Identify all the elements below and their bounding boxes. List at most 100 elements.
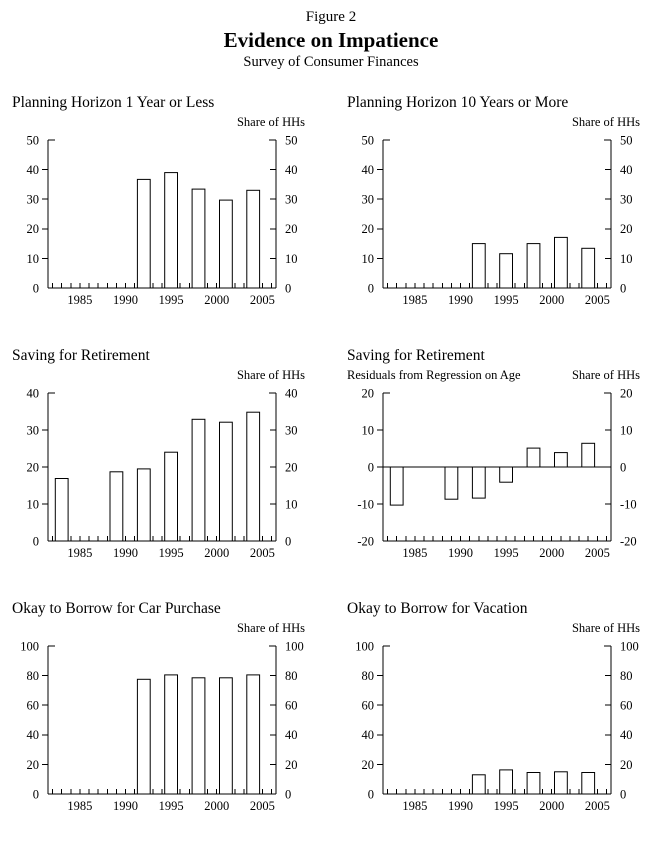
svg-text:1995: 1995 xyxy=(494,799,519,813)
svg-text:0: 0 xyxy=(33,534,39,548)
svg-text:2005: 2005 xyxy=(585,546,610,560)
svg-text:80: 80 xyxy=(285,669,298,683)
panel-title: Okay to Borrow for Car Purchase xyxy=(12,600,221,617)
svg-text:2005: 2005 xyxy=(585,293,610,307)
panel-saving-retirement-residuals: Saving for Retirement Residuals from Reg… xyxy=(347,346,656,565)
svg-text:30: 30 xyxy=(285,193,298,207)
svg-text:100: 100 xyxy=(285,639,304,653)
svg-text:50: 50 xyxy=(362,133,375,147)
svg-text:40: 40 xyxy=(27,386,40,400)
svg-text:20: 20 xyxy=(285,222,298,236)
charts-grid: Planning Horizon 1 Year or Less Share of… xyxy=(0,93,662,818)
svg-text:50: 50 xyxy=(285,133,298,147)
svg-text:40: 40 xyxy=(620,163,633,177)
svg-text:60: 60 xyxy=(362,699,375,713)
svg-text:60: 60 xyxy=(27,699,40,713)
panel-okay-borrow-vacation: Okay to Borrow for Vacation Share of HHs… xyxy=(347,599,656,818)
bar-chart-planning-horizon-10yr: 0 0 10 10 20 20 30 30 40 40 50 50 1985 1990 1995 2000 20… xyxy=(362,133,633,307)
svg-text:1995: 1995 xyxy=(494,293,519,307)
svg-text:0: 0 xyxy=(33,281,39,295)
svg-text:10: 10 xyxy=(620,252,633,266)
svg-text:40: 40 xyxy=(27,163,40,177)
panel-title: Planning Horizon 10 Years or More xyxy=(347,94,569,111)
svg-text:1985: 1985 xyxy=(67,546,92,560)
svg-text:0: 0 xyxy=(285,787,291,801)
svg-text:1985: 1985 xyxy=(67,293,92,307)
svg-text:0: 0 xyxy=(368,281,374,295)
svg-text:40: 40 xyxy=(362,163,375,177)
svg-text:2005: 2005 xyxy=(250,546,275,560)
svg-text:100: 100 xyxy=(620,639,639,653)
svg-text:10: 10 xyxy=(362,252,375,266)
svg-text:2005: 2005 xyxy=(250,799,275,813)
svg-text:-20: -20 xyxy=(357,534,374,548)
svg-text:1990: 1990 xyxy=(113,293,138,307)
svg-text:10: 10 xyxy=(362,423,375,437)
svg-text:0: 0 xyxy=(368,460,374,474)
svg-text:80: 80 xyxy=(27,669,40,683)
svg-text:1985: 1985 xyxy=(67,799,92,813)
svg-text:20: 20 xyxy=(620,758,633,772)
svg-text:80: 80 xyxy=(362,669,375,683)
svg-text:0: 0 xyxy=(285,534,291,548)
figure-header: Figure 2 Evidence on Impatience Survey o… xyxy=(0,8,662,71)
svg-text:10: 10 xyxy=(27,497,40,511)
svg-text:20: 20 xyxy=(27,758,40,772)
svg-text:40: 40 xyxy=(285,386,298,400)
svg-text:100: 100 xyxy=(20,639,39,653)
svg-text:1985: 1985 xyxy=(402,293,427,307)
svg-text:40: 40 xyxy=(362,728,375,742)
svg-text:30: 30 xyxy=(27,423,40,437)
svg-text:0: 0 xyxy=(620,787,626,801)
svg-text:10: 10 xyxy=(285,497,298,511)
svg-text:20: 20 xyxy=(27,222,40,236)
unit-label: Share of HHs xyxy=(236,368,305,382)
bar-chart-saving-retirement: 0 0 10 10 20 20 30 30 40 40 1985 1990 1995 2000 2005 xyxy=(27,386,298,560)
svg-text:20: 20 xyxy=(362,222,375,236)
svg-text:1995: 1995 xyxy=(159,799,184,813)
svg-text:10: 10 xyxy=(27,252,40,266)
svg-text:30: 30 xyxy=(620,193,633,207)
unit-label: Share of HHs xyxy=(571,621,640,635)
svg-text:20: 20 xyxy=(285,460,298,474)
figure-label: Figure 2 xyxy=(305,9,357,25)
svg-text:1990: 1990 xyxy=(448,293,473,307)
svg-text:2000: 2000 xyxy=(204,799,229,813)
svg-text:60: 60 xyxy=(620,699,633,713)
svg-text:40: 40 xyxy=(285,728,298,742)
svg-text:20: 20 xyxy=(285,758,298,772)
svg-text:1990: 1990 xyxy=(448,799,473,813)
svg-text:1985: 1985 xyxy=(402,799,427,813)
unit-label: Share of HHs xyxy=(236,115,305,129)
svg-text:1990: 1990 xyxy=(448,546,473,560)
figure-subtitle: Survey of Consumer Finances xyxy=(243,54,419,70)
svg-text:100: 100 xyxy=(355,639,374,653)
panel-title: Saving for Retirement xyxy=(12,347,150,364)
svg-text:40: 40 xyxy=(285,163,298,177)
unit-label: Share of HHs xyxy=(236,621,305,635)
svg-text:20: 20 xyxy=(27,460,40,474)
svg-text:1985: 1985 xyxy=(402,546,427,560)
svg-text:20: 20 xyxy=(362,386,375,400)
svg-text:2000: 2000 xyxy=(539,546,564,560)
bar-chart-borrow-vacation: 0 0 20 20 40 40 60 60 80 80 100 100 1985 1990 1995 2000… xyxy=(355,639,639,813)
svg-text:2000: 2000 xyxy=(539,293,564,307)
bar-chart-planning-horizon-1yr: 0 0 10 10 20 20 30 30 40 40 50 50 1985 1990 1995 2000 20… xyxy=(27,133,298,307)
svg-text:50: 50 xyxy=(27,133,40,147)
svg-text:1990: 1990 xyxy=(113,546,138,560)
svg-text:60: 60 xyxy=(285,699,298,713)
svg-text:1995: 1995 xyxy=(159,293,184,307)
panel-title: Saving for Retirement xyxy=(347,347,485,364)
panel-subtitle: Residuals from Regression on Age xyxy=(347,368,521,382)
svg-text:-10: -10 xyxy=(620,497,637,511)
svg-text:20: 20 xyxy=(620,386,633,400)
svg-text:30: 30 xyxy=(362,193,375,207)
svg-text:1995: 1995 xyxy=(494,546,519,560)
svg-text:-20: -20 xyxy=(620,534,637,548)
svg-text:0: 0 xyxy=(368,787,374,801)
svg-text:20: 20 xyxy=(620,222,633,236)
svg-text:-10: -10 xyxy=(357,497,374,511)
unit-label: Share of HHs xyxy=(571,115,640,129)
svg-text:40: 40 xyxy=(27,728,40,742)
svg-text:2005: 2005 xyxy=(585,799,610,813)
